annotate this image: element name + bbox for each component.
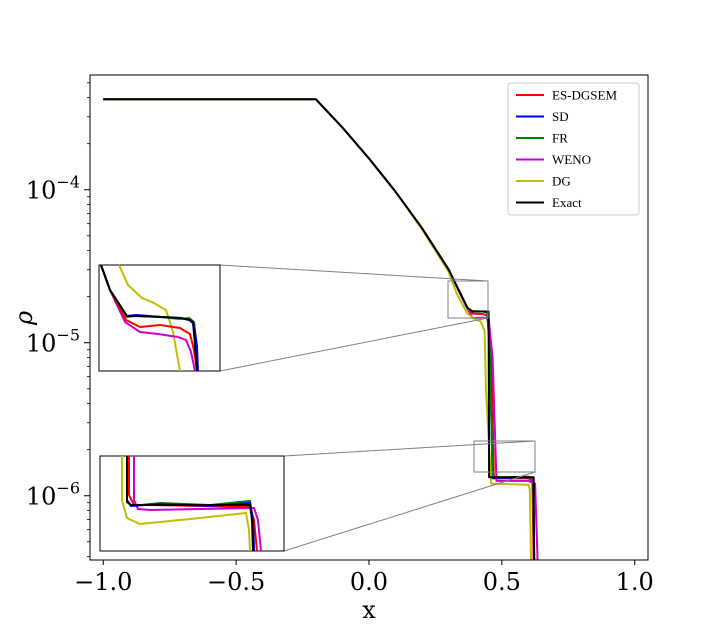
zoom-connector-1a xyxy=(219,264,489,282)
legend-label: Exact xyxy=(552,195,582,210)
inset1-dg xyxy=(118,264,181,372)
legend-label: SD xyxy=(552,109,569,124)
x-axis-label: x xyxy=(362,596,376,624)
inset2-dg xyxy=(121,456,251,552)
legend-label: WENO xyxy=(552,152,591,167)
ticks-layer: −1.0 −0.5 0.0 0.5 1.0 10−4 10−5 10−6 xyxy=(26,82,654,596)
zoom-region-2 xyxy=(473,440,536,473)
inset2-weno xyxy=(133,456,262,552)
legend-label: FR xyxy=(552,131,568,146)
legend-label: DG xyxy=(552,174,571,189)
zoom-connector-2a xyxy=(283,440,536,457)
y-tick-label: 10−4 xyxy=(26,173,80,205)
y-tick-label: 10−6 xyxy=(26,479,80,511)
inset2-exact xyxy=(126,456,254,552)
inset1-exact xyxy=(100,264,198,372)
series-layer xyxy=(103,98,539,560)
zoom-region-1 xyxy=(447,280,489,319)
legend: ES-DGSEM SD FR WENO DG Exact xyxy=(507,82,640,216)
y-tick-label: 10−5 xyxy=(26,326,80,358)
legend-label: ES-DGSEM xyxy=(552,88,617,103)
inset-1 xyxy=(98,264,221,372)
series-line-exact xyxy=(103,98,535,560)
x-tick-label: −0.5 xyxy=(207,568,265,596)
x-tick-label: 0.0 xyxy=(350,568,388,596)
x-tick-label: −1.0 xyxy=(74,568,132,596)
x-tick-label: 0.5 xyxy=(483,568,521,596)
x-tick-label: 1.0 xyxy=(616,568,654,596)
y-axis-label: ρ xyxy=(10,311,38,326)
zoom-connector-2b xyxy=(283,471,536,552)
inset-2 xyxy=(99,455,285,552)
zoom-connector-1b xyxy=(219,317,489,372)
